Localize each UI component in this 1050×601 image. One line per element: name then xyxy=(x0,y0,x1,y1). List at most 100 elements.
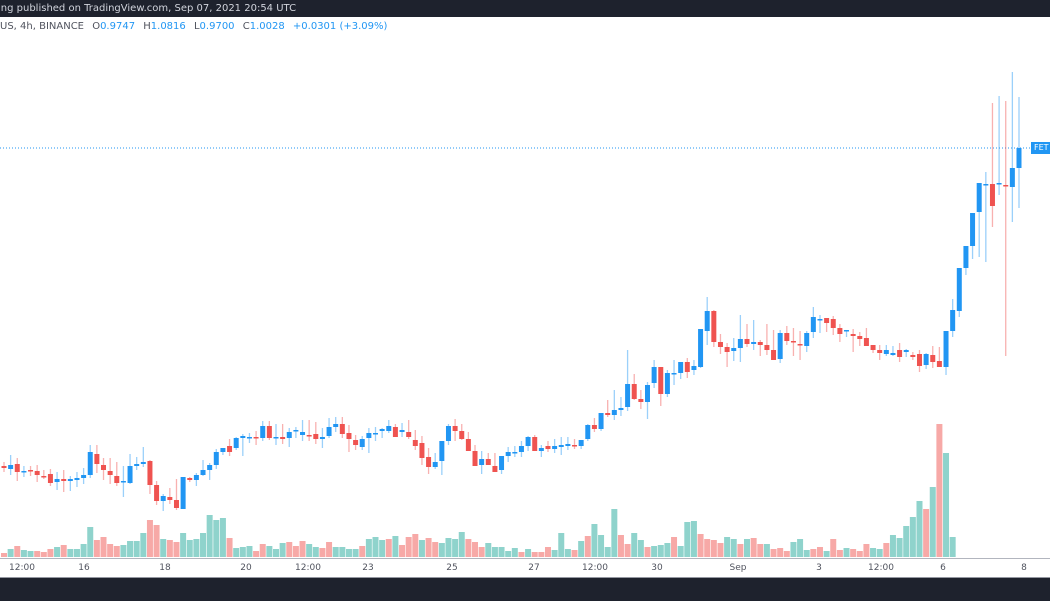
candle xyxy=(751,320,757,350)
candle xyxy=(266,421,272,440)
publish-header: ing published on TradingView.com, Sep 07… xyxy=(0,0,1050,17)
candle xyxy=(445,424,451,445)
symbol-label: US, 4h, BINANCE xyxy=(0,21,84,32)
volume-bar xyxy=(226,538,233,557)
candle xyxy=(293,427,299,438)
time-tick-label: 25 xyxy=(446,563,458,573)
time-tick-label: 20 xyxy=(240,563,252,573)
volume-bar xyxy=(113,546,120,557)
candle xyxy=(419,436,425,465)
volume-bar xyxy=(478,547,485,557)
volume-bar xyxy=(710,540,717,557)
candle xyxy=(844,330,850,337)
candle xyxy=(578,440,584,449)
candle xyxy=(830,316,836,335)
publish-text: ing published on TradingView.com, Sep 07… xyxy=(0,3,297,14)
volume-bar xyxy=(259,544,266,557)
candle xyxy=(74,472,80,487)
candle xyxy=(837,324,843,342)
candle xyxy=(996,96,1002,195)
volume-bar xyxy=(219,518,226,557)
volume-bar xyxy=(690,521,697,557)
candle xyxy=(492,453,498,472)
candle xyxy=(698,329,704,368)
volume-bar xyxy=(498,547,505,557)
candle xyxy=(532,435,538,451)
volume-bar xyxy=(538,552,545,557)
volume-bar xyxy=(352,549,359,557)
volume-bar xyxy=(830,539,837,557)
candle xyxy=(306,420,312,441)
candle xyxy=(644,382,650,419)
candle xyxy=(518,441,524,457)
volume-bar xyxy=(312,547,319,557)
candlestick-chart[interactable] xyxy=(0,0,1050,576)
candle xyxy=(857,332,863,346)
candle xyxy=(392,424,398,437)
candle xyxy=(863,328,869,346)
volume-bar xyxy=(823,551,830,557)
volume-bar xyxy=(166,540,173,557)
volume-bar xyxy=(896,538,903,557)
candle xyxy=(903,349,909,357)
candle xyxy=(412,430,418,450)
time-tick-label: 6 xyxy=(940,563,946,573)
candle xyxy=(943,331,949,375)
volume-bar xyxy=(856,551,863,557)
volume-bar xyxy=(127,541,134,557)
volume-bar xyxy=(173,542,180,557)
candle xyxy=(804,331,810,352)
candle xyxy=(465,432,471,451)
volume-bar xyxy=(777,548,784,557)
candle xyxy=(525,436,531,451)
change-value: +0.0301 (+3.09%) xyxy=(292,21,388,32)
candle xyxy=(585,424,591,441)
volume-bar xyxy=(27,551,34,557)
low-value: 0.9700 xyxy=(199,21,235,32)
candle xyxy=(1003,101,1009,356)
volume-bar xyxy=(889,535,896,557)
volume-bar xyxy=(757,544,764,557)
volume-bar xyxy=(763,544,770,557)
candle xyxy=(34,465,40,482)
candle xyxy=(870,345,876,353)
volume-bar xyxy=(186,540,193,557)
volume-bar xyxy=(803,550,810,557)
candle xyxy=(711,310,717,347)
candle xyxy=(817,315,823,333)
volume-bar xyxy=(883,543,890,557)
volume-bar xyxy=(637,540,644,557)
volume-bar xyxy=(399,545,406,557)
candle xyxy=(651,360,657,388)
candle xyxy=(757,340,763,356)
volume-bar xyxy=(146,520,153,557)
ohlc-legend: US, 4h, BINANCE O0.9747 H1.0816 L0.9700 … xyxy=(0,20,387,34)
candle xyxy=(167,488,173,504)
volume-bar xyxy=(770,549,777,557)
volume-bar xyxy=(790,542,797,557)
volume-bar xyxy=(412,534,419,557)
time-axis[interactable]: 12:00 16 18 20 12:00 23 25 27 12:00 30 Sep 3 12:00 6 8 xyxy=(0,558,1050,577)
volume-bar xyxy=(704,539,711,557)
volume-bar xyxy=(750,538,757,557)
volume-bar xyxy=(253,551,260,557)
volume-bar xyxy=(816,547,823,557)
volume-bar xyxy=(14,546,21,557)
volume-bar xyxy=(850,549,857,557)
time-tick-label: Sep xyxy=(729,563,747,573)
candle xyxy=(286,428,292,447)
volume-bar xyxy=(133,541,140,557)
candle xyxy=(850,329,856,352)
candle xyxy=(28,466,34,476)
candle xyxy=(326,418,332,438)
volume-bar xyxy=(531,552,538,557)
volume-bar xyxy=(564,549,571,557)
high-value: 1.0816 xyxy=(150,21,186,32)
candle xyxy=(724,343,730,367)
volume-bar xyxy=(657,545,664,557)
candle xyxy=(538,445,544,457)
volume-bar xyxy=(266,546,273,557)
candle xyxy=(180,477,186,509)
volume-bar xyxy=(677,546,684,557)
candle xyxy=(107,458,113,484)
